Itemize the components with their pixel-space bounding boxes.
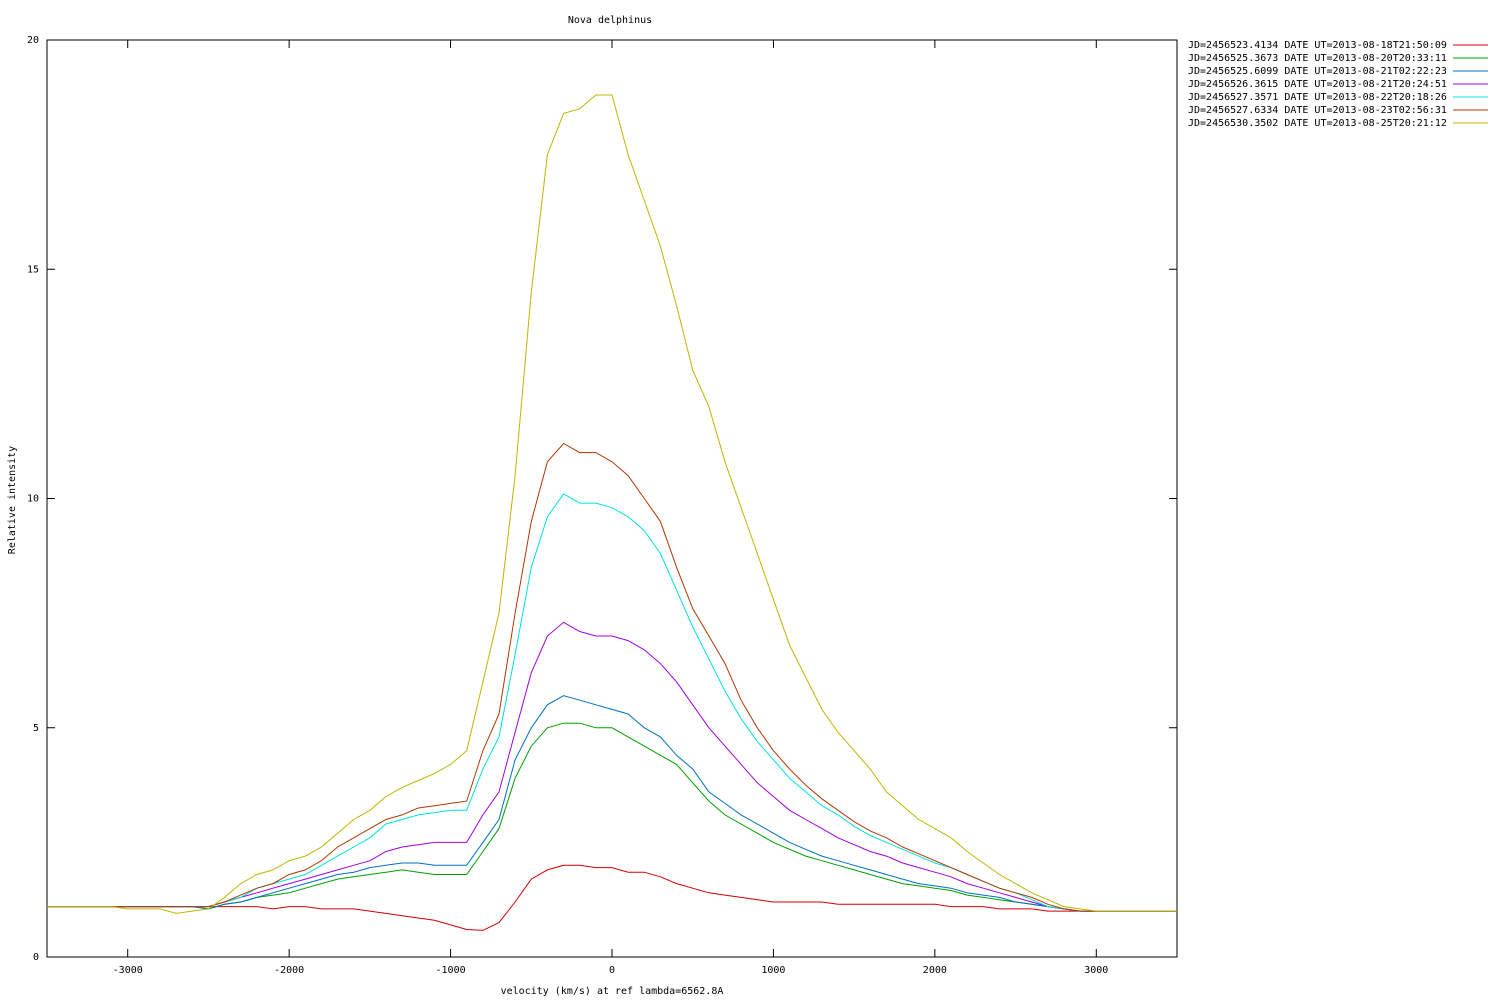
series-line bbox=[47, 94, 1177, 914]
legend-label: JD=2456527.6334 DATE UT=2013-08-23T02:56… bbox=[1188, 105, 1447, 116]
x-tick-label: -3000 bbox=[113, 965, 143, 976]
y-axis-label: Relative intensity bbox=[7, 446, 18, 554]
legend-label: JD=2456526.3615 DATE UT=2013-08-21T20:24… bbox=[1188, 79, 1447, 90]
y-tick-label: 10 bbox=[27, 494, 39, 505]
legend-label: JD=2456527.3571 DATE UT=2013-08-22T20:18… bbox=[1188, 92, 1447, 103]
legend-label: JD=2456525.6099 DATE UT=2013-08-21T02:22… bbox=[1188, 66, 1447, 77]
x-tick-label: -1000 bbox=[436, 965, 466, 976]
x-axis-label: velocity (km/s) at ref lambda=6562.8A bbox=[501, 986, 724, 997]
series-line bbox=[47, 695, 1177, 912]
x-tick-label: 3000 bbox=[1084, 965, 1108, 976]
x-tick-label: -2000 bbox=[274, 965, 304, 976]
y-tick-label: 20 bbox=[27, 35, 39, 46]
chart-title: Nova delphinus bbox=[568, 15, 652, 26]
legend-label: JD=2456525.3673 DATE UT=2013-08-20T20:33… bbox=[1188, 53, 1447, 64]
x-tick-label: 1000 bbox=[761, 965, 785, 976]
y-tick-label: 15 bbox=[27, 264, 39, 275]
y-tick-label: 0 bbox=[33, 952, 39, 963]
legend-label: JD=2456530.3502 DATE UT=2013-08-25T20:21… bbox=[1188, 118, 1447, 129]
series-line bbox=[47, 442, 1177, 912]
x-tick-label: 0 bbox=[609, 965, 615, 976]
legend-label: JD=2456523.4134 DATE UT=2013-08-18T21:50… bbox=[1188, 40, 1447, 51]
series-line bbox=[47, 864, 1177, 931]
x-tick-label: 2000 bbox=[923, 965, 947, 976]
y-tick-label: 5 bbox=[33, 723, 39, 734]
